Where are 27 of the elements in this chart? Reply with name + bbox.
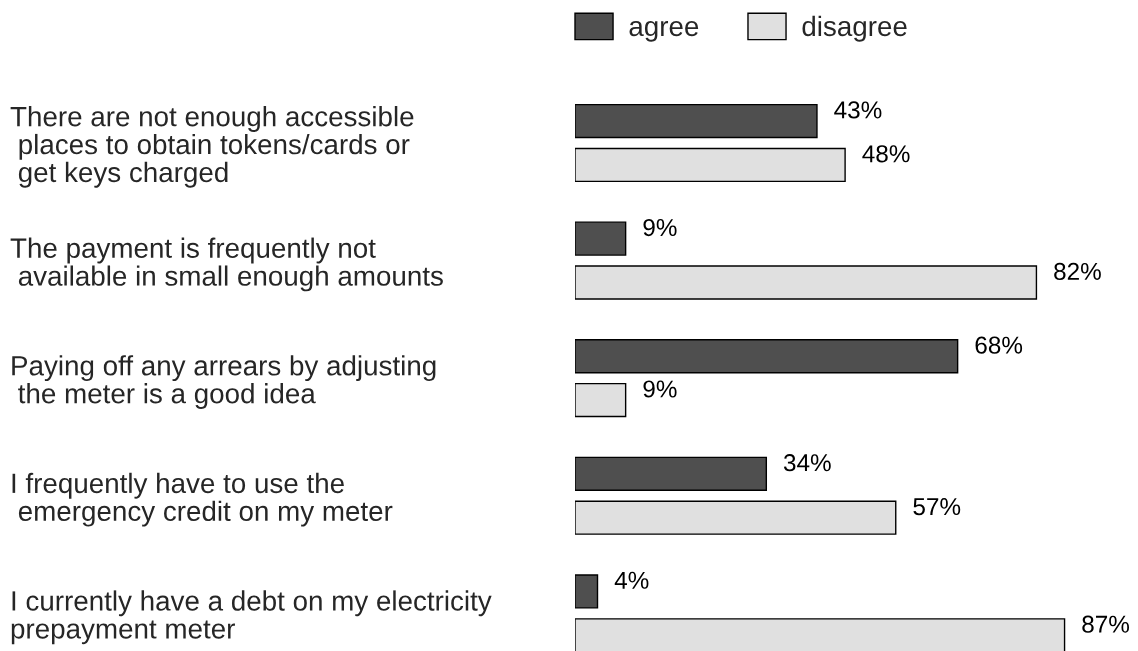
y-tick-label: There are not enough accessible places to obtain tokens/cards or get keys charged	[10, 106, 414, 188]
data-label: 48%	[862, 145, 910, 163]
y-tick-label: Paying off any arrears by adjusting the meter is a good idea	[12, 355, 436, 409]
data-label: 34%	[783, 454, 831, 472]
bar	[575, 382, 627, 418]
bar	[575, 574, 599, 609]
data-label: 43%	[834, 101, 882, 119]
y-tick-label: I frequently have to use the emergency credit on my meter	[12, 472, 393, 527]
bar	[575, 265, 1038, 300]
data-label: 9%	[643, 218, 677, 237]
data-label: 57%	[913, 498, 961, 516]
bar	[575, 221, 627, 256]
bar	[575, 103, 818, 139]
bar	[575, 456, 768, 491]
bar	[575, 500, 897, 535]
data-label: 82%	[1054, 262, 1101, 280]
bar	[575, 339, 959, 374]
data-label: 4%	[614, 571, 649, 589]
data-label: 87%	[1082, 615, 1130, 633]
data-label: 68%	[975, 336, 1023, 354]
data-label: 9%	[643, 380, 677, 398]
y-tick-label: The payment is frequently not available in small enough amounts	[10, 237, 443, 292]
y-tick-label: I currently have a debt on my electricity prepayment meter	[11, 590, 492, 645]
legend-label: agree	[629, 20, 699, 42]
legend-label: disagree	[802, 15, 907, 42]
bar	[575, 618, 1066, 651]
bar	[575, 147, 846, 183]
